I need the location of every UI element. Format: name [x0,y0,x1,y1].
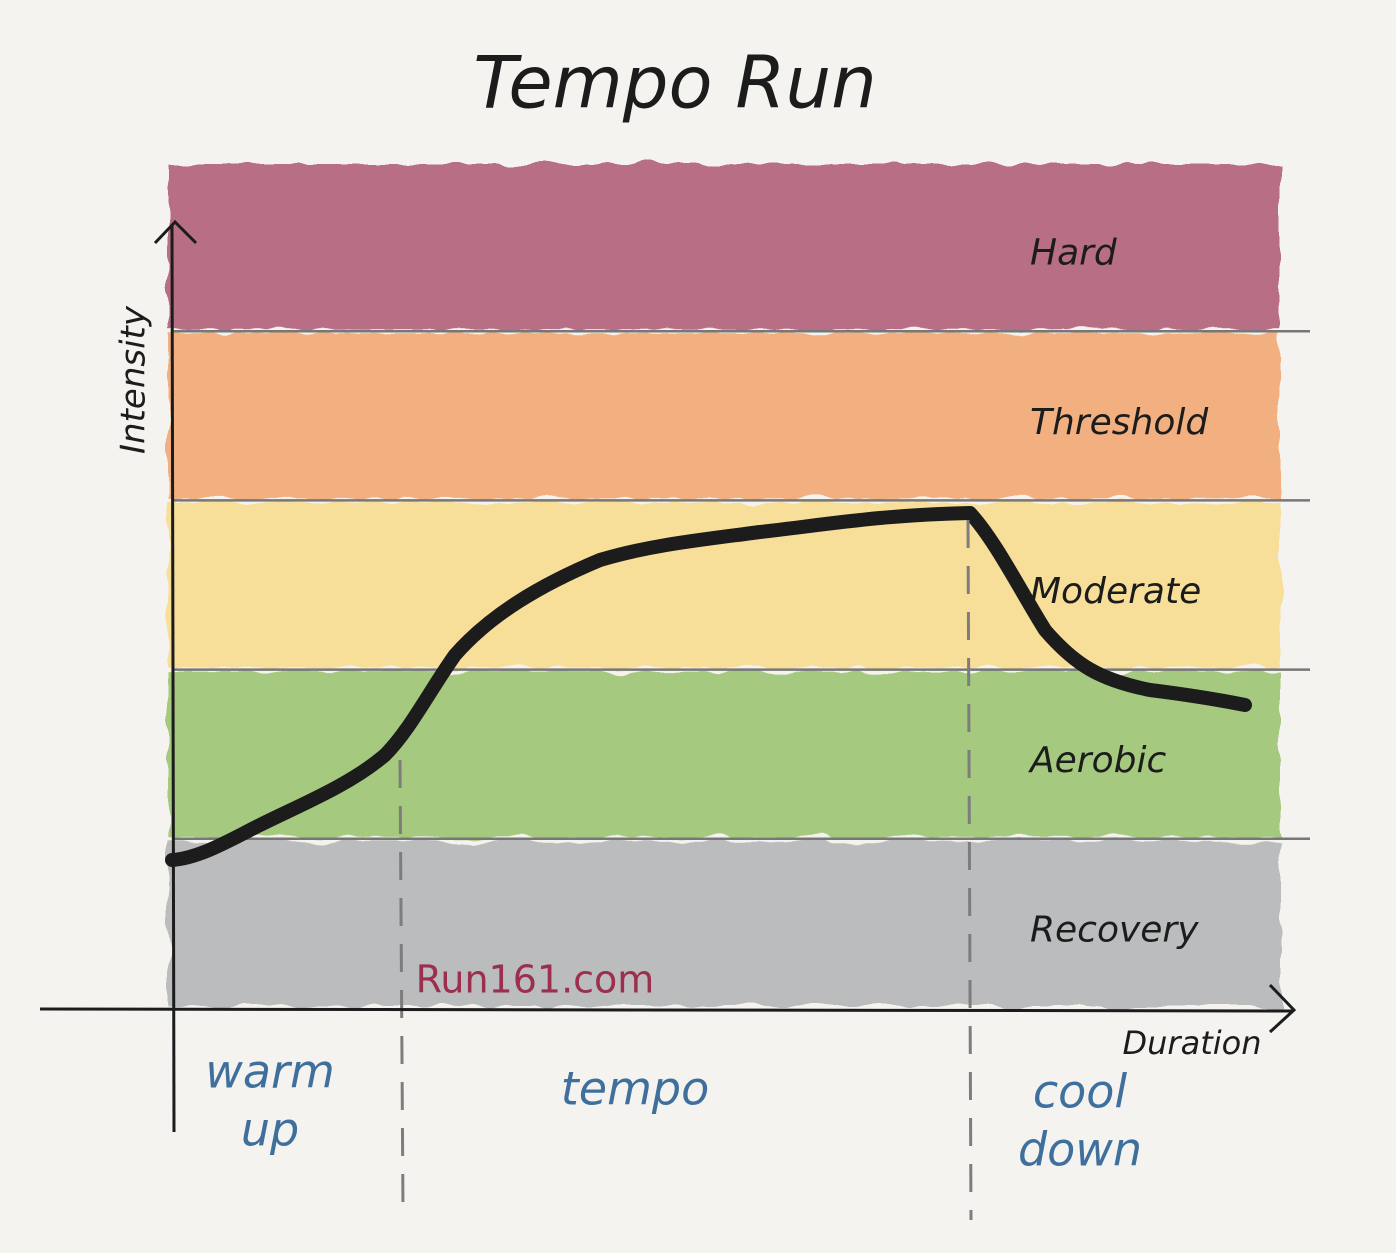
y-axis-label: Intensity [114,305,154,454]
y-axis [170,224,176,1133]
phase-label: up [241,1103,299,1157]
zone-band [168,333,1280,499]
zone-band [168,164,1280,330]
phase-label: tempo [561,1062,710,1116]
zone-separators [172,329,1310,841]
phase-divider [966,519,973,1221]
watermark: Run161.com [416,958,655,1002]
zone-label: Hard [1030,233,1118,274]
title: Tempo Run [473,41,876,125]
zone-bands [168,164,1280,1006]
x-axis-arrow [1268,983,1297,1034]
phase-label: cool [1033,1065,1128,1119]
zone-band [168,671,1280,837]
x-axis [39,1007,1293,1013]
intensity-curve [165,506,1252,867]
zone-label: Moderate [1030,571,1201,612]
zone-label: Aerobic [1028,740,1166,781]
zone-labels: Hard Threshold Moderate Aerobic Recovery [1028,233,1209,951]
y-axis-arrow [153,219,198,245]
zone-label: Threshold [1030,402,1209,443]
zone-label: Recovery [1030,909,1199,950]
x-axis-label: Duration [1123,1024,1262,1062]
phase-divider [398,759,405,1211]
phase-label: down [1018,1123,1142,1177]
zone-band [168,840,1280,1006]
phase-label: warm [205,1045,335,1099]
